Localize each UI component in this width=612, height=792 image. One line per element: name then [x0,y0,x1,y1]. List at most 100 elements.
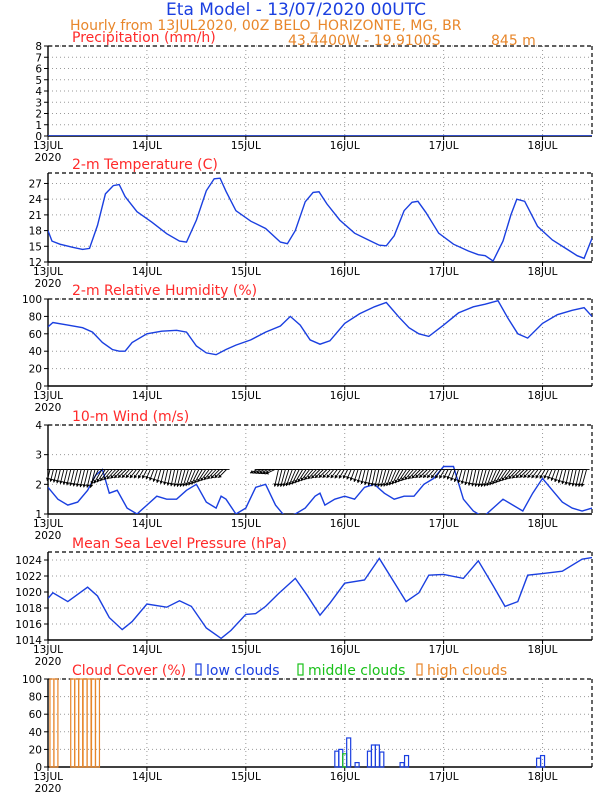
wind-arrow-head [404,476,409,480]
pressure-x-tick-label: 17JUL [429,644,459,656]
cloud-cover-y-tick-label: 20 [29,744,42,756]
precipitation-y-tick-label: 8 [35,41,42,53]
humidity-y-tick-label: 20 [29,364,42,376]
wind-arrow-head [262,470,266,475]
wind-arrow-head [474,483,478,487]
humidity-x-tick-label: 18JUL [528,390,558,402]
wind-arrow-head [356,479,361,484]
wind-arrow-head [427,474,431,478]
wind-arrow-head [188,481,192,486]
wind-arrow-head [512,474,516,479]
precipitation-y-tick-label: 0 [35,131,42,143]
wind-arrow-head [330,474,335,479]
cloud-cover-y-tick-label: 0 [35,762,42,774]
wind-arrow-head [194,479,198,484]
wind-arrow-head [265,470,270,475]
cloud-cover-y-tick-label: 60 [29,709,42,721]
wind-arrow-head [273,483,278,487]
humidity-y-tick-label: 80 [29,311,42,323]
cloud-bar-high [78,678,84,768]
wind-arrow-head [342,474,347,479]
humidity-year-label: 2020 [35,402,62,414]
cloud-bar-low [379,751,385,768]
cloud-bar-high [94,678,101,768]
wind-arrow-head [311,474,315,479]
wind-arrow-head [567,482,572,486]
wind-arrow [217,469,230,479]
wind-arrow-head [169,482,174,487]
wind-arrow-head [486,482,490,486]
wind-arrow-head [45,477,50,481]
wind-arrow-head [114,474,118,479]
temperature-x-tick-label: 16JUL [330,266,360,278]
wind-arrow-head [279,483,284,487]
cloud-cover-title: Cloud Cover (%) [72,663,186,679]
wind-title: 10-m Wind (m/s) [72,409,189,425]
pressure-x-tick-label: 16JUL [330,644,360,656]
wind-arrow-head [376,483,381,487]
wind-arrow-head [55,479,60,484]
wind-arrow [501,469,514,482]
pressure-panel: 1014 1016 1018 1020 1022 1024 13JUL 14JUL 15JUL 1… [15,536,593,668]
wind-arrow-head [398,478,402,483]
wind-arrow-head [65,481,70,486]
wind-arrow-head [68,482,73,486]
temperature-y-tick-label: 24 [29,194,43,206]
wind-arrow-head [498,478,502,482]
wind-arrow-head [467,482,472,486]
wind-arrow-head [515,474,520,478]
wind-arrow-head [557,479,562,484]
wind-arrow-head [85,484,90,488]
temperature-year-label: 2020 [35,278,62,290]
wind-arrow-head [172,483,177,487]
wind-arrow-head [297,478,302,483]
wind-arrow-head [322,474,327,478]
temperature-x-tick-label: 15JUL [231,266,261,278]
pressure-x-tick-label: 13JUL [33,644,63,656]
wind-arrow [356,469,365,484]
wind-arrow [300,469,313,482]
precipitation-x-tick-label: 16JUL [330,140,360,152]
wind-arrow-head [162,481,167,485]
wind-arrow-head [96,478,101,483]
wind-arrow-head [363,481,368,485]
wind-arrow-head [166,482,171,486]
wind-arrow-head [353,478,357,482]
wind-arrow-head [401,477,405,481]
wind-arrow-head [256,470,260,474]
wind-arrow-head [159,480,164,484]
wind-arrow-head [492,480,496,485]
wind-arrow-head [103,476,107,481]
wind-arrow-head [382,483,387,487]
wind-x-tick-label: 13JUL [33,518,63,530]
temperature-x-tick-label: 18JUL [528,266,558,278]
wind-arrow-head [93,479,98,484]
wind-arrow-head [200,477,204,482]
wind-arrow-head [197,478,201,483]
precipitation-x-tick-label: 18JUL [528,140,558,152]
wind-arrow-head [304,476,308,480]
temperature-x-tick-label: 17JUL [429,266,459,278]
wind-arrow-head [285,482,290,487]
cloud-bar-high [53,678,59,768]
pressure-series-line [48,556,592,640]
wind-arrow [422,469,434,479]
temperature-title: 2-m Temperature (C) [72,157,218,173]
wind-arrow-head [379,483,384,487]
precipitation-x-tick-label: 17JUL [429,140,459,152]
wind-arrow-head [480,483,485,487]
wind-arrow-head [446,475,451,480]
pressure-y-tick-label: 1016 [15,619,42,631]
wind-arrow-head [106,475,111,480]
pressure-y-tick-label: 1020 [15,587,42,599]
wind-arrow-head [385,482,390,487]
wind-arrow-head [439,474,443,479]
wind-arrow-head [546,475,551,480]
wind-x-tick-label: 17JUL [429,518,459,530]
wind-arrow [404,469,417,481]
wind-arrow-head [435,474,439,479]
legend-label-high: high clouds [427,663,507,679]
wind-x-tick-label: 18JUL [528,518,558,530]
cloud-cover-x-tick-label: 16JUL [330,771,360,783]
